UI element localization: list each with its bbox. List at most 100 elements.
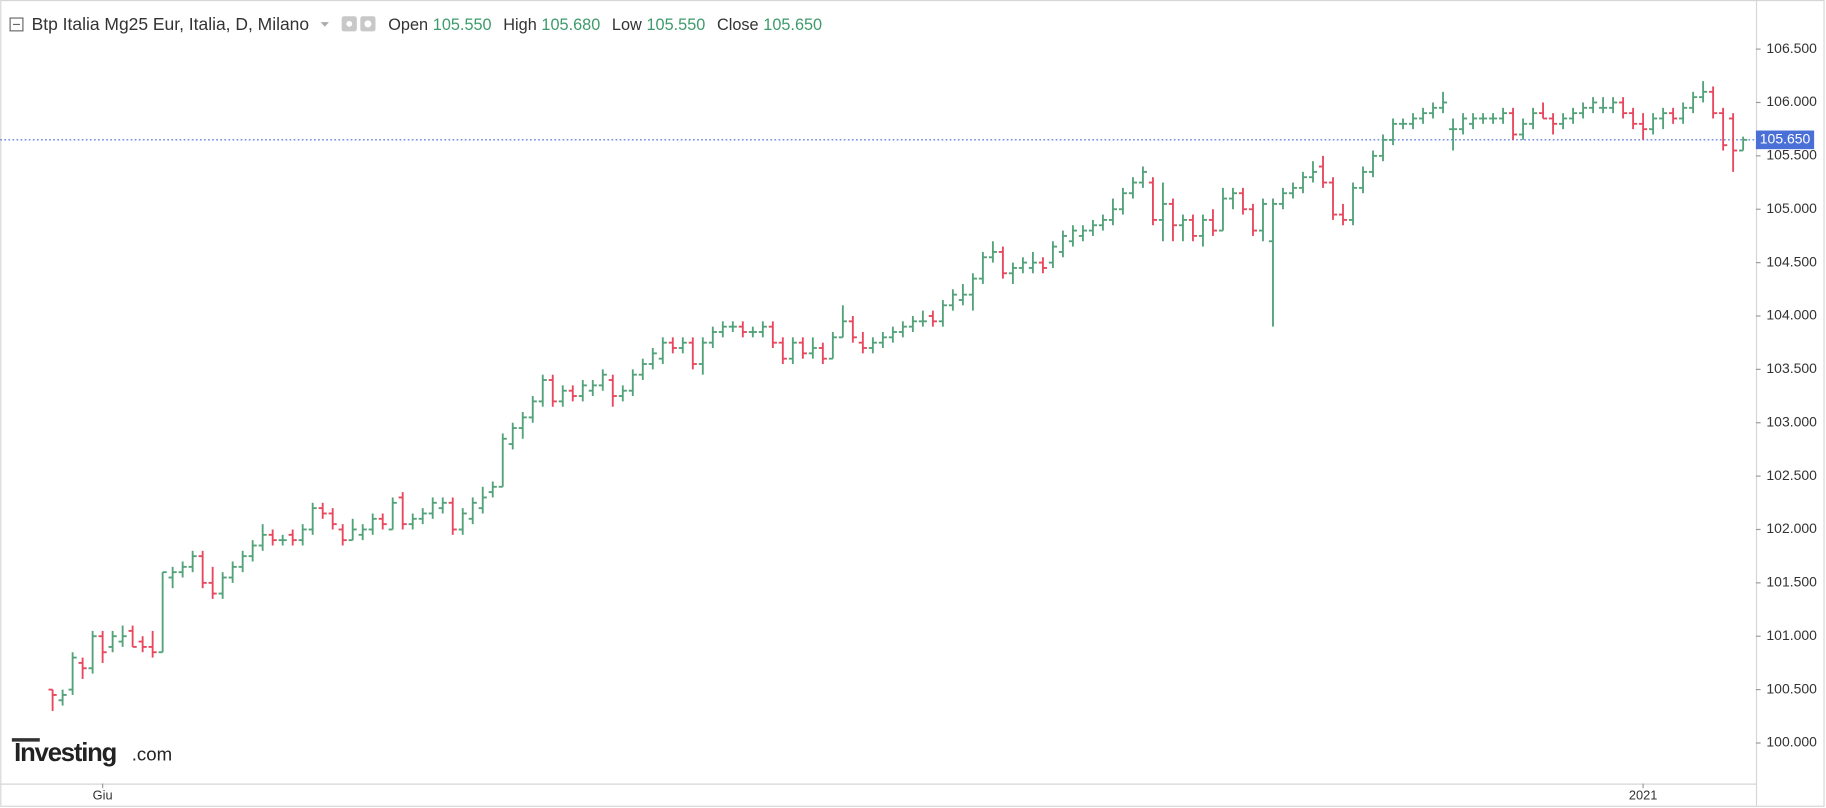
ohlc-bar	[1218, 187, 1228, 232]
ohlc-bar	[628, 369, 637, 397]
ohlc-bar	[48, 688, 57, 711]
ohlc-bar	[1318, 155, 1328, 188]
ohlc-legend: Open 105.550 High 105.680 Low 105.550 Close 105…	[388, 16, 822, 34]
ohlc-bar	[1268, 198, 1278, 327]
ohlc-bar	[1719, 107, 1728, 151]
ohlc-bar	[958, 283, 967, 306]
ohlc-bar	[698, 337, 707, 375]
ohlc-bar	[588, 380, 597, 397]
ohlc-bar	[598, 369, 607, 391]
ohlc-bar	[1629, 107, 1638, 130]
ohlc-bar	[1568, 107, 1578, 124]
ohlc-bar	[1308, 161, 1318, 183]
ohlc-bar	[768, 321, 777, 349]
ohlc-bar	[88, 630, 97, 674]
ohlc-bar	[238, 550, 247, 573]
ohlc-bar	[758, 321, 767, 338]
ohlc-bar	[68, 652, 77, 695]
ohlc-bar	[658, 337, 667, 365]
ohlc-bar	[1468, 113, 1478, 130]
ohlc-bar	[1178, 214, 1188, 242]
ohlc-bar	[1378, 134, 1388, 162]
ohlc-bar	[668, 337, 677, 354]
x-tick-label: 2021	[1629, 788, 1657, 803]
ohlc-bar	[1679, 102, 1688, 124]
ohlc-bar	[688, 337, 697, 370]
watermark-suffix: .com	[132, 744, 172, 765]
ohlc-bar	[508, 422, 517, 450]
ohlc-bar	[248, 540, 257, 562]
ohlc-bar	[1388, 118, 1398, 146]
ohlc-bar	[1418, 107, 1428, 124]
y-tick-label: 104.000	[1766, 307, 1817, 323]
ohlc-bar	[908, 315, 917, 332]
ohlc-bar	[408, 513, 417, 530]
ohlc-bar	[158, 571, 167, 654]
ohlc-bar	[348, 518, 357, 542]
ohlc-bar	[268, 529, 277, 546]
ohlc-bar	[708, 326, 717, 349]
ohlc-bar	[1338, 203, 1348, 226]
ohlc-bar	[938, 299, 947, 327]
ohlc-bar	[1258, 198, 1268, 242]
ohlc-bar	[168, 566, 177, 589]
ohlc-bar	[878, 331, 887, 349]
ohlc-label: Open	[388, 16, 428, 34]
ohlc-bar	[1558, 113, 1568, 130]
ohlc-bar	[1739, 136, 1748, 152]
ohlc-bar	[568, 385, 577, 402]
ohlc-bar	[1018, 257, 1027, 274]
ohlc-bar	[648, 348, 657, 370]
ohlc-bar	[798, 337, 807, 359]
ohlc-bar	[1358, 166, 1368, 194]
ohlc-bar	[1448, 118, 1458, 151]
ohlc-bar	[868, 337, 877, 354]
ohlc-bar	[1038, 257, 1047, 274]
ohlc-bar	[1609, 97, 1618, 114]
ohlc-bar	[1078, 225, 1087, 242]
ohlc-bar	[358, 524, 367, 541]
ohlc-bar	[128, 625, 137, 648]
ohlc-bar	[478, 486, 487, 514]
ohlc-bar	[398, 492, 407, 530]
ohlc-bar	[1098, 214, 1108, 231]
watermark-bar	[11, 738, 40, 742]
ohlc-bar	[148, 630, 157, 658]
ohlc-bar	[1138, 166, 1148, 188]
ohlc-bar	[1438, 91, 1448, 114]
ohlc-bar	[1498, 107, 1508, 124]
eye-pupil	[346, 20, 353, 27]
ohlc-bar	[738, 321, 747, 338]
dropdown-arrow[interactable]	[320, 22, 329, 27]
ohlc-bar	[1709, 86, 1718, 119]
ohlc-bar	[1148, 177, 1158, 226]
ohlc-bar	[1158, 182, 1168, 242]
ohlc-bar	[1118, 187, 1128, 215]
ohlc-bar	[928, 310, 937, 327]
ohlc-bar	[1669, 107, 1678, 124]
ohlc-bar	[748, 326, 757, 338]
ohlc-bar	[1398, 118, 1408, 130]
ohlc-bar	[888, 326, 897, 343]
ohlc-bar	[728, 321, 737, 332]
ohlc-value: 105.550	[646, 16, 705, 34]
ohlc-bar	[468, 497, 477, 525]
ohlc-value: 105.650	[763, 16, 822, 34]
ohlc-bar	[678, 337, 687, 354]
watermark: Investing .com	[11, 738, 172, 767]
ohlc-bar	[1348, 182, 1358, 226]
ohlc-bar	[78, 657, 87, 679]
ohlc-bar	[1589, 97, 1598, 114]
ohlc-bar	[1518, 118, 1528, 140]
ohlc-bar	[198, 550, 207, 589]
ohlc-bar	[968, 273, 977, 311]
ohlc-bar	[1408, 113, 1418, 130]
ohlc-bar	[528, 396, 537, 423]
ohlc-bar	[108, 630, 117, 653]
ohlc-bar	[1208, 209, 1218, 236]
ohlc-bar	[1248, 203, 1258, 236]
ohlc-bar	[288, 529, 297, 546]
ohlc-bar	[1198, 214, 1208, 247]
collapse-icon[interactable]	[9, 17, 24, 32]
